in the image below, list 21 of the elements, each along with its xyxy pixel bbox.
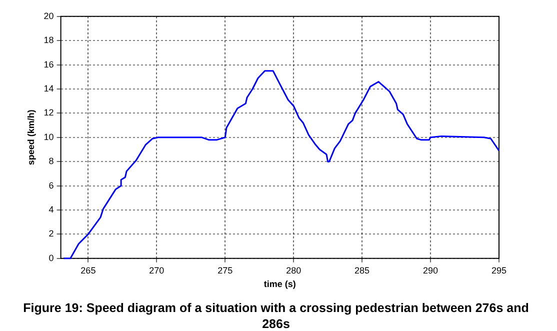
y-tick-label: 8 [48,156,54,166]
y-tick-label: 20 [44,10,54,21]
x-tick-label: 285 [354,265,370,276]
x-tick-label: 265 [80,265,96,276]
y-tick-label: 6 [48,180,54,190]
text: Figure 19: Speed diagram of a situation with a crossing pedestrian between 276s and 286s [22,300,530,331]
x-tick-label: 270 [149,265,164,276]
y-tick-label: 2 [48,228,54,239]
x-tick-label: 290 [423,265,438,276]
y-tick-label: 12 [44,108,54,118]
x-tick-label: 295 [491,265,507,276]
y-tick-label: 0 [48,252,54,263]
x-tick-label: 275 [218,265,233,276]
y-tick-label: 18 [44,35,54,46]
x-axis-title: time (s) [264,279,296,290]
y-tick-label: 14 [44,83,54,94]
y-tick-label: 4 [48,204,54,214]
y-tick-label: 10 [44,132,54,142]
x-tick-label: 280 [286,265,302,276]
y-tick-label: 16 [44,59,54,70]
y-axis-title: speed (km/h) [26,110,36,166]
